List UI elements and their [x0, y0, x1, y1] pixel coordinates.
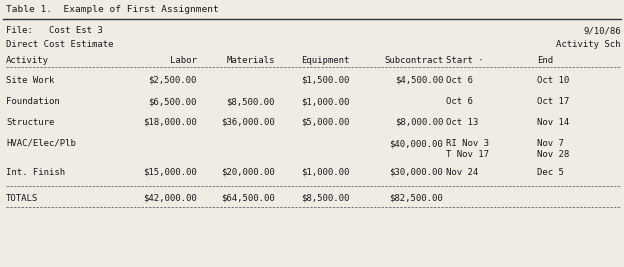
Text: $6,500.00: $6,500.00 — [148, 97, 197, 106]
Text: $30,000.00: $30,000.00 — [389, 168, 443, 177]
Text: Int. Finish: Int. Finish — [6, 168, 66, 177]
Text: TOTALS: TOTALS — [6, 194, 39, 203]
Text: $15,000.00: $15,000.00 — [143, 168, 197, 177]
Text: Direct Cost Estimate: Direct Cost Estimate — [6, 40, 114, 49]
Text: $1,500.00: $1,500.00 — [301, 76, 349, 85]
Text: Structure: Structure — [6, 118, 55, 127]
Text: $40,000.00: $40,000.00 — [389, 139, 443, 148]
Text: $2,500.00: $2,500.00 — [148, 76, 197, 85]
Text: Nov 28: Nov 28 — [537, 150, 569, 159]
Text: $36,000.00: $36,000.00 — [221, 118, 275, 127]
Text: Oct 13: Oct 13 — [446, 118, 479, 127]
Text: $42,000.00: $42,000.00 — [143, 194, 197, 203]
Text: Oct 6: Oct 6 — [446, 76, 473, 85]
Text: Labor: Labor — [170, 56, 197, 65]
Text: Activity: Activity — [6, 56, 49, 65]
Text: Equipment: Equipment — [301, 56, 349, 65]
Text: Table 1.  Example of First Assignment: Table 1. Example of First Assignment — [6, 5, 219, 14]
Text: $1,000.00: $1,000.00 — [301, 97, 349, 106]
Text: Site Work: Site Work — [6, 76, 55, 85]
Text: Subcontract: Subcontract — [384, 56, 443, 65]
Text: $1,000.00: $1,000.00 — [301, 168, 349, 177]
Text: End: End — [537, 56, 553, 65]
Text: $20,000.00: $20,000.00 — [221, 168, 275, 177]
Text: $8,500.00: $8,500.00 — [226, 97, 275, 106]
Text: $64,500.00: $64,500.00 — [221, 194, 275, 203]
Text: $82,500.00: $82,500.00 — [389, 194, 443, 203]
Text: $4,500.00: $4,500.00 — [394, 76, 443, 85]
Text: Activity Sch: Activity Sch — [557, 40, 621, 49]
Text: Nov 14: Nov 14 — [537, 118, 569, 127]
Text: T Nov 17: T Nov 17 — [446, 150, 489, 159]
Text: $5,000.00: $5,000.00 — [301, 118, 349, 127]
Text: 9/10/86: 9/10/86 — [583, 26, 621, 35]
Text: $8,500.00: $8,500.00 — [301, 194, 349, 203]
Text: Oct 10: Oct 10 — [537, 76, 569, 85]
Text: Materials: Materials — [226, 56, 275, 65]
Text: Nov 24: Nov 24 — [446, 168, 479, 177]
Text: Oct 17: Oct 17 — [537, 97, 569, 106]
Text: Nov 7: Nov 7 — [537, 139, 563, 148]
Text: Dec 5: Dec 5 — [537, 168, 563, 177]
Text: $8,000.00: $8,000.00 — [394, 118, 443, 127]
Text: Start ·: Start · — [446, 56, 484, 65]
Text: Foundation: Foundation — [6, 97, 60, 106]
Text: File:   Cost Est 3: File: Cost Est 3 — [6, 26, 103, 35]
Text: $18,000.00: $18,000.00 — [143, 118, 197, 127]
Text: RI Nov 3: RI Nov 3 — [446, 139, 489, 148]
Text: HVAC/Elec/Plb: HVAC/Elec/Plb — [6, 139, 76, 148]
Text: Oct 6: Oct 6 — [446, 97, 473, 106]
